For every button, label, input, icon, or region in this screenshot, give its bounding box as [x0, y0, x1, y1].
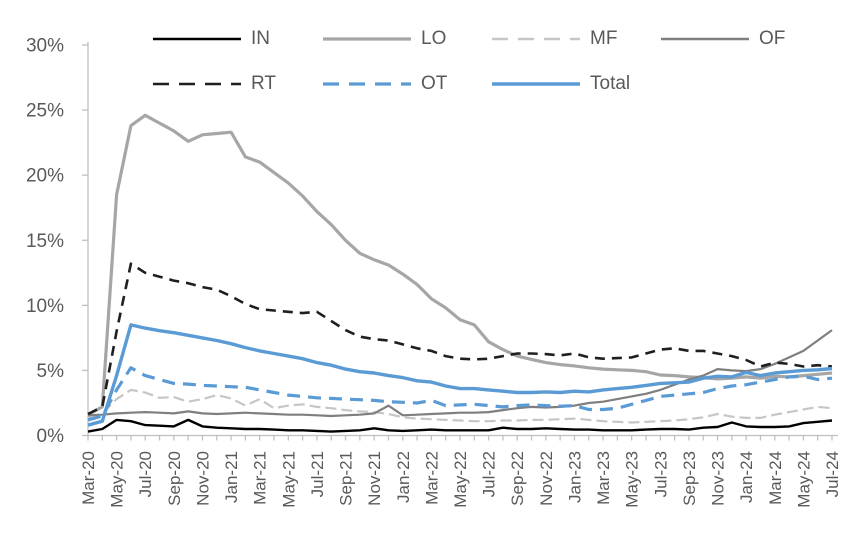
x-tick-label: Jan-21 [222, 451, 241, 503]
x-tick-label: Jan-22 [394, 451, 413, 503]
axes [82, 42, 838, 441]
y-tick-label: 15% [26, 231, 64, 252]
x-tick-label: May-23 [623, 451, 642, 508]
y-tick-label: 25% [26, 101, 64, 122]
y-tick-label: 5% [37, 361, 65, 382]
series-line-of [87, 329, 833, 418]
x-tick-label: Jan-23 [565, 451, 584, 503]
x-tick-label: Jul-24 [823, 451, 842, 497]
x-tick-label: May-22 [451, 451, 470, 508]
x-tick-label: Sep-20 [165, 451, 184, 506]
x-tick-label: Mar-21 [251, 451, 270, 505]
series-line-in [87, 418, 833, 433]
series-line-ot [87, 366, 833, 422]
x-tick-label: Jan-24 [737, 451, 756, 503]
y-tick-label: 10% [26, 296, 64, 317]
x-tick-label: Sep-23 [680, 451, 699, 506]
x-tick-label: Nov-22 [537, 451, 556, 506]
x-tick-label: Mar-20 [79, 451, 98, 505]
y-tick-label: 30% [26, 36, 64, 57]
y-tick-label: 20% [26, 166, 64, 187]
y-axis-labels: 0% 5% 10% 15% 20% 25% 30% [26, 36, 64, 448]
x-tick-label: Mar-24 [766, 451, 785, 505]
x-tick-label: Jul-22 [480, 451, 499, 497]
x-axis-labels: Mar-20 May-20 Jul-20 Sep-20 Nov-20 Jan-21 Mar-… [79, 451, 842, 508]
y-tick-label: 0% [37, 426, 65, 447]
x-tick-label: Jul-21 [308, 451, 327, 497]
x-tick-label: May-21 [279, 451, 298, 508]
x-tick-label: May-24 [794, 451, 813, 508]
series-line-total [87, 323, 833, 427]
x-tick-label: Sep-22 [508, 451, 527, 506]
x-tick-label: Nov-23 [709, 451, 728, 506]
series-line-rt [87, 262, 833, 416]
x-tick-label: Sep-21 [337, 451, 356, 506]
x-tick-label: Jul-20 [136, 451, 155, 497]
x-tick-label: May-20 [108, 451, 127, 508]
x-tick-label: Jul-23 [651, 451, 670, 497]
series-line-mf [87, 388, 833, 424]
x-tick-label: Nov-21 [365, 451, 384, 506]
x-tick-label: Mar-22 [422, 451, 441, 505]
x-tick-label: Mar-23 [594, 451, 613, 505]
x-tick-label: Nov-20 [193, 451, 212, 506]
